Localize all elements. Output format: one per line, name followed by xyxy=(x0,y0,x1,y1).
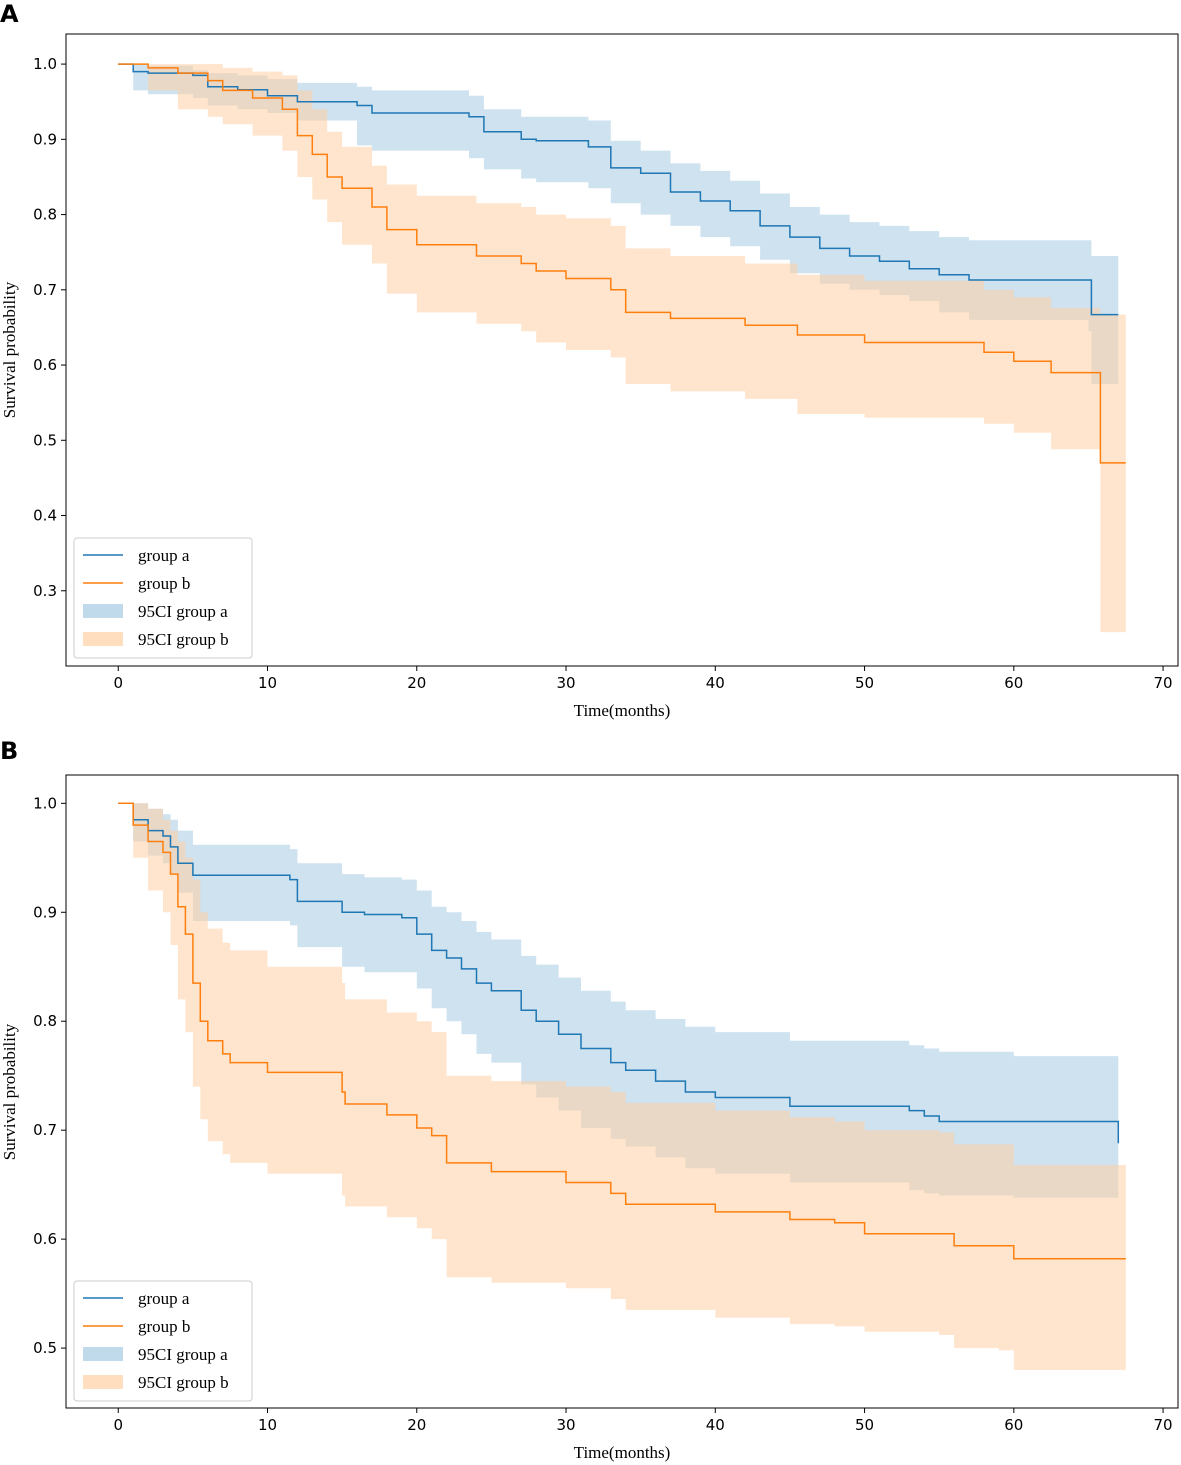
x-ticks: 0 10 20 30 40 50 60 70 xyxy=(113,1408,1173,1434)
panel-letter: B xyxy=(0,737,18,765)
y-ticks: 0.5 0.6 0.7 0.8 0.9 1.0 xyxy=(33,794,66,1357)
plot-frame xyxy=(65,33,1179,667)
y-tick-label: 0.8 xyxy=(33,1012,57,1030)
x-tick-label: 70 xyxy=(1154,674,1173,692)
x-tick-label: 30 xyxy=(556,674,575,692)
ci-band-group-b xyxy=(118,64,1126,633)
ci-band-group-a xyxy=(118,64,1119,384)
survival-lines xyxy=(118,802,1126,1260)
plot-frame xyxy=(65,774,1179,1409)
y-tick-label: 0.4 xyxy=(33,507,57,525)
y-tick-label: 0.8 xyxy=(33,206,57,224)
y-tick-label: 0.6 xyxy=(33,1230,57,1248)
x-tick-label: 40 xyxy=(706,674,725,692)
y-axis-label: Survival probability xyxy=(0,1023,19,1160)
legend-label: 95CI group b xyxy=(138,1373,229,1392)
ci-bands xyxy=(118,64,1126,633)
x-axis-label: Time(months) xyxy=(574,701,671,720)
y-tick-label: 0.7 xyxy=(33,1121,57,1139)
legend: group a group b 95CI group a 95CI group b xyxy=(73,537,253,659)
x-tick-label: 50 xyxy=(855,674,874,692)
survival-line-group-a xyxy=(118,63,1119,316)
x-tick-label: 40 xyxy=(706,1416,725,1434)
legend-label: group a xyxy=(138,546,190,565)
x-tick-label: 0 xyxy=(113,1416,123,1434)
y-tick-label: 1.0 xyxy=(33,794,57,812)
x-tick-label: 20 xyxy=(407,674,426,692)
legend-swatch-patch xyxy=(83,1375,123,1389)
x-tick-label: 50 xyxy=(855,1416,874,1434)
x-ticks: 0 10 20 30 40 50 60 70 xyxy=(113,666,1173,692)
x-tick-label: 60 xyxy=(1004,1416,1023,1434)
y-tick-label: 0.9 xyxy=(33,903,57,921)
legend-swatch-patch xyxy=(83,1347,123,1361)
legend-swatch-patch xyxy=(83,632,123,646)
legend-label: group b xyxy=(138,574,190,593)
x-tick-label: 10 xyxy=(258,674,277,692)
y-tick-label: 0.5 xyxy=(33,1339,57,1357)
survival-line-group-b xyxy=(118,63,1126,464)
x-tick-label: 70 xyxy=(1154,1416,1173,1434)
survival-lines xyxy=(118,63,1126,464)
x-tick-label: 0 xyxy=(113,674,123,692)
legend-box xyxy=(73,1280,253,1402)
x-tick-label: 20 xyxy=(407,1416,426,1434)
x-tick-label: 10 xyxy=(258,1416,277,1434)
y-tick-label: 0.7 xyxy=(33,281,57,299)
survival-line-group-b xyxy=(118,802,1126,1260)
y-tick-label: 0.3 xyxy=(33,582,57,600)
legend-label: 95CI group a xyxy=(138,1345,228,1364)
legend-label: 95CI group a xyxy=(138,602,228,621)
y-axis-label: Survival probability xyxy=(0,281,19,418)
legend-label: 95CI group b xyxy=(138,630,229,649)
x-tick-label: 30 xyxy=(556,1416,575,1434)
legend-label: group a xyxy=(138,1289,190,1308)
y-tick-label: 0.6 xyxy=(33,356,57,374)
ci-band-group-a xyxy=(118,803,1119,1231)
y-ticks: 0.3 0.4 0.5 0.6 0.7 0.8 0.9 1.0 xyxy=(33,55,66,600)
legend-swatch-patch xyxy=(83,604,123,618)
y-tick-label: 0.9 xyxy=(33,130,57,148)
legend: group a group b 95CI group a 95CI group b xyxy=(73,1280,253,1402)
y-tick-label: 1.0 xyxy=(33,55,57,73)
x-axis-label: Time(months) xyxy=(574,1443,671,1462)
ci-bands xyxy=(118,803,1126,1370)
panel-a: A 0 10 20 30 40 50 60 70 0.3 0.4 0.5 0.6 0.7 0.8 0.9 1… xyxy=(0,0,1179,720)
panel-letter: A xyxy=(0,0,19,28)
y-tick-label: 0.5 xyxy=(33,431,57,449)
survival-line-group-a xyxy=(118,802,1120,1144)
panel-b: B 0 10 20 30 40 50 60 70 0.5 0.6 0.7 0.8 0.9 1.0 Tim… xyxy=(0,737,1179,1462)
legend-label: group b xyxy=(138,1317,190,1336)
legend-box xyxy=(73,537,253,659)
ci-band-group-b xyxy=(118,803,1126,1370)
x-tick-label: 60 xyxy=(1004,674,1023,692)
